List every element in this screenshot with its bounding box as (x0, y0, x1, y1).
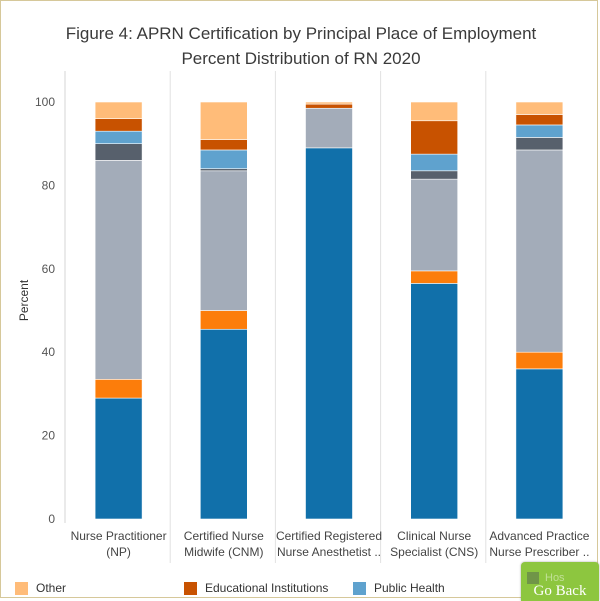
x-category-label: Clinical Nurse (397, 529, 471, 543)
bar-segment (200, 170, 248, 311)
go-back-label: Go Back (533, 583, 587, 599)
bar-segment (200, 310, 248, 330)
bar-segment (94, 130, 143, 145)
y-tick-label: 40 (42, 345, 56, 359)
legend: Other Educational Institutions Public He… (1, 575, 600, 601)
legend-item-public-health[interactable]: Public Health (353, 579, 445, 597)
bar-segment (410, 101, 459, 122)
x-category-label: Nurse Practitioner (71, 529, 167, 543)
bar-segment (515, 101, 564, 115)
y-tick-label: 60 (42, 262, 56, 276)
bar-segment (305, 101, 353, 105)
stacked-bar-chart: 0 20 40 60 80 100 Percent Nurse Practitioner (NP… (17, 71, 590, 563)
bar-segment (200, 168, 248, 172)
bar-segment (410, 170, 459, 180)
x-category-label: Advanced Practice (489, 529, 589, 543)
legend-item-hospital-partial: Hos (527, 570, 597, 586)
y-tick-label: 20 (42, 429, 56, 443)
bar-segment (305, 107, 353, 149)
y-tick-label: 100 (35, 95, 55, 109)
legend-label-educational-institutions: Educational Institutions (205, 581, 329, 595)
legend-label-public-health: Public Health (374, 581, 445, 595)
bar-segment (515, 351, 564, 370)
legend-swatch-other (15, 581, 28, 595)
bar-segment (515, 124, 564, 138)
x-category-label: Certified Nurse (184, 529, 264, 543)
chart-subtitle: Percent Distribution of RN 2020 (181, 49, 421, 68)
y-tick-label: 0 (48, 512, 55, 526)
bar-segment (305, 147, 353, 520)
x-category-label: (NP) (106, 545, 131, 559)
bar-segment (94, 379, 143, 399)
bar-segment (410, 270, 459, 284)
legend-swatch-educational-institutions (184, 581, 197, 595)
bar-segment (515, 149, 564, 353)
legend-swatch-hospital (527, 572, 539, 585)
bar-segment (200, 149, 248, 170)
legend-swatch-public-health (353, 581, 366, 595)
x-category-label: Nurse Prescriber .. (489, 545, 589, 559)
legend-label-other: Other (36, 581, 67, 595)
chart-title-block: Figure 4: APRN Certification by Principa… (1, 21, 600, 71)
bar-segment (410, 120, 459, 155)
bar-segment (305, 103, 353, 109)
bar-segment (410, 178, 459, 272)
bar-segment (410, 153, 459, 172)
bar-segment (94, 397, 143, 520)
bar-segment (515, 368, 564, 520)
bar-segment (515, 137, 564, 151)
x-category-label: Nurse Anesthetist .. (277, 545, 381, 559)
legend-item-educational-institutions[interactable]: Educational Institutions (184, 579, 328, 597)
y-axis-title: Percent (17, 279, 31, 321)
chart-title: Figure 4: APRN Certification by Principa… (65, 24, 537, 43)
bar-segment (94, 118, 143, 132)
x-category-label: Specialist (CNS) (390, 545, 478, 559)
bar-segment (94, 160, 143, 380)
bar-segment (200, 139, 248, 151)
x-category-label: Midwife (CNM) (184, 545, 263, 559)
bar-segment (94, 143, 143, 161)
bar-segment (200, 101, 248, 140)
y-tick-label: 80 (42, 178, 56, 192)
legend-item-other[interactable]: Other (15, 579, 66, 597)
bar-segment (94, 101, 143, 119)
legend-label-hospital-partial: Hos (545, 572, 565, 584)
bar-segment (200, 328, 248, 520)
x-category-label: Certified Registered (276, 529, 382, 543)
go-back-button[interactable]: Hos Go Back (521, 562, 599, 601)
bar-segment (515, 114, 564, 126)
bar-segment (410, 283, 459, 520)
